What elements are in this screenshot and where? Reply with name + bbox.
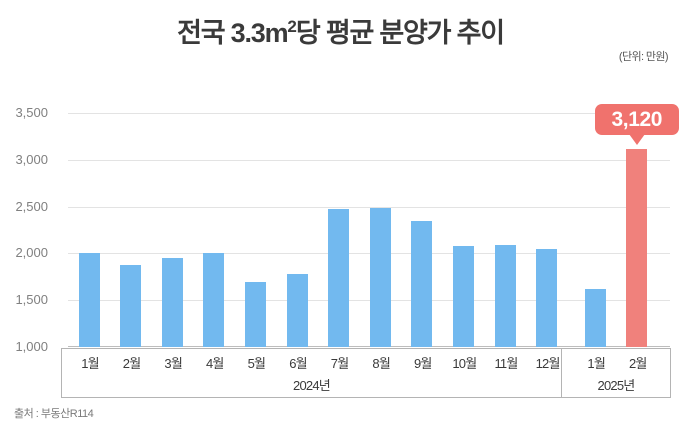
gridline xyxy=(68,253,670,255)
x-axis-month-label: 10월 xyxy=(452,356,477,371)
page-title: 전국 3.3m2당 평균 분양가 추이 xyxy=(0,11,681,50)
x-axis-line xyxy=(68,346,670,347)
bar[interactable] xyxy=(203,252,225,347)
bar[interactable] xyxy=(328,209,350,347)
bar[interactable] xyxy=(494,244,516,347)
x-axis-month-label: 8월 xyxy=(372,356,390,371)
chart-plot-area: 1,000 1,500 2,000 2,500 3,000 3,500 3,120 xyxy=(15,103,679,354)
gridline xyxy=(68,159,670,161)
bar[interactable] xyxy=(161,258,183,347)
gridline xyxy=(68,206,670,208)
x-axis-month-label: 9월 xyxy=(414,356,432,371)
x-axis-month-label: 4월 xyxy=(206,356,224,371)
bar[interactable] xyxy=(286,273,308,347)
y-axis-tick-label: 3,000 xyxy=(15,151,48,167)
source-note: 출처 : 부동산R114 xyxy=(14,408,94,420)
x-axis-year-label: 2024년 xyxy=(293,378,331,393)
x-axis-year-label: 2025년 xyxy=(597,378,636,393)
bar[interactable] xyxy=(120,265,142,347)
bar[interactable] xyxy=(584,288,606,347)
page-title-suffix: 당 평균 분양가 추이 xyxy=(295,18,505,48)
y-axis-tick-label: 2,000 xyxy=(15,245,48,261)
unit-note: (단위: 만원) xyxy=(618,51,669,63)
x-axis-month-label: 2월 xyxy=(629,356,647,371)
x-axis-month-label: 1월 xyxy=(81,356,99,371)
bar[interactable] xyxy=(626,148,648,347)
value-callout: 3,120 xyxy=(594,103,679,145)
x-axis-month-label: 1월 xyxy=(587,356,605,371)
bar[interactable] xyxy=(452,245,474,347)
y-axis-tick-label: 2,500 xyxy=(15,198,48,214)
x-axis-month-label: 11월 xyxy=(494,356,518,371)
x-axis-group-divider xyxy=(561,349,562,397)
bar[interactable] xyxy=(411,220,433,347)
bar[interactable] xyxy=(536,248,558,347)
bar[interactable] xyxy=(369,208,391,347)
y-axis-tick-label: 3,500 xyxy=(15,105,48,120)
y-axis-tick-label: 1,000 xyxy=(15,339,48,354)
x-axis-month-label: 5월 xyxy=(247,356,266,371)
gridline xyxy=(68,113,670,114)
bar[interactable] xyxy=(78,253,100,347)
gridline xyxy=(68,300,670,302)
page-title-superscript: 2 xyxy=(287,17,297,36)
bar[interactable] xyxy=(244,282,266,347)
x-axis-month-label: 3월 xyxy=(164,356,182,371)
x-axis-month-label: 2월 xyxy=(122,356,141,371)
x-axis-month-label: 12월 xyxy=(535,356,561,371)
y-axis-tick-label: 1,500 xyxy=(15,292,48,308)
x-axis-month-label: 7월 xyxy=(330,356,349,371)
x-axis-label-box: 1월 2월 3월 4월 5월 6월 7월 8월 9월 10월 11월 12월 1월 2월 2024년 2025… xyxy=(61,348,671,398)
x-axis-month-label: 6월 xyxy=(289,356,307,371)
page-title-prefix: 전국 3.3m xyxy=(177,18,289,48)
